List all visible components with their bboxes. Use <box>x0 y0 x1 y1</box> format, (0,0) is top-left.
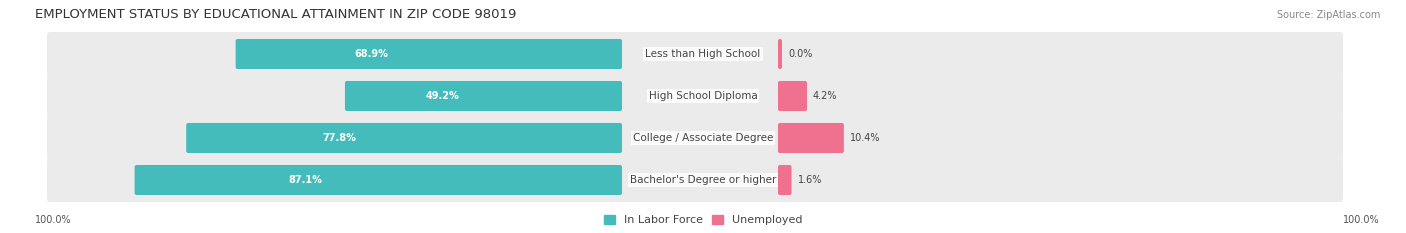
Text: 49.2%: 49.2% <box>426 91 460 101</box>
Text: 100.0%: 100.0% <box>35 215 72 225</box>
FancyBboxPatch shape <box>46 32 1343 76</box>
FancyBboxPatch shape <box>46 116 1343 160</box>
FancyBboxPatch shape <box>778 81 807 111</box>
Text: 100.0%: 100.0% <box>1343 215 1381 225</box>
FancyBboxPatch shape <box>778 165 792 195</box>
Legend: In Labor Force, Unemployed: In Labor Force, Unemployed <box>603 215 803 225</box>
FancyBboxPatch shape <box>236 39 621 69</box>
Text: 77.8%: 77.8% <box>322 133 356 143</box>
Text: EMPLOYMENT STATUS BY EDUCATIONAL ATTAINMENT IN ZIP CODE 98019: EMPLOYMENT STATUS BY EDUCATIONAL ATTAINM… <box>35 8 516 21</box>
FancyBboxPatch shape <box>186 123 621 153</box>
Text: College / Associate Degree: College / Associate Degree <box>633 133 773 143</box>
Text: Less than High School: Less than High School <box>645 49 761 59</box>
FancyBboxPatch shape <box>46 158 1343 202</box>
FancyBboxPatch shape <box>344 81 621 111</box>
FancyBboxPatch shape <box>778 39 782 69</box>
Text: 0.0%: 0.0% <box>787 49 813 59</box>
FancyBboxPatch shape <box>778 123 844 153</box>
Text: 10.4%: 10.4% <box>849 133 880 143</box>
Text: Bachelor's Degree or higher: Bachelor's Degree or higher <box>630 175 776 185</box>
Text: 1.6%: 1.6% <box>797 175 823 185</box>
Text: High School Diploma: High School Diploma <box>648 91 758 101</box>
Text: 68.9%: 68.9% <box>354 49 388 59</box>
FancyBboxPatch shape <box>135 165 621 195</box>
FancyBboxPatch shape <box>46 74 1343 118</box>
Text: 87.1%: 87.1% <box>288 175 323 185</box>
Text: Source: ZipAtlas.com: Source: ZipAtlas.com <box>1277 10 1381 20</box>
Text: 4.2%: 4.2% <box>813 91 838 101</box>
